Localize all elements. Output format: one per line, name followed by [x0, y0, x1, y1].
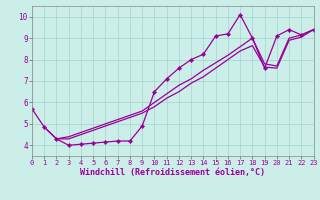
X-axis label: Windchill (Refroidissement éolien,°C): Windchill (Refroidissement éolien,°C) [80, 168, 265, 177]
